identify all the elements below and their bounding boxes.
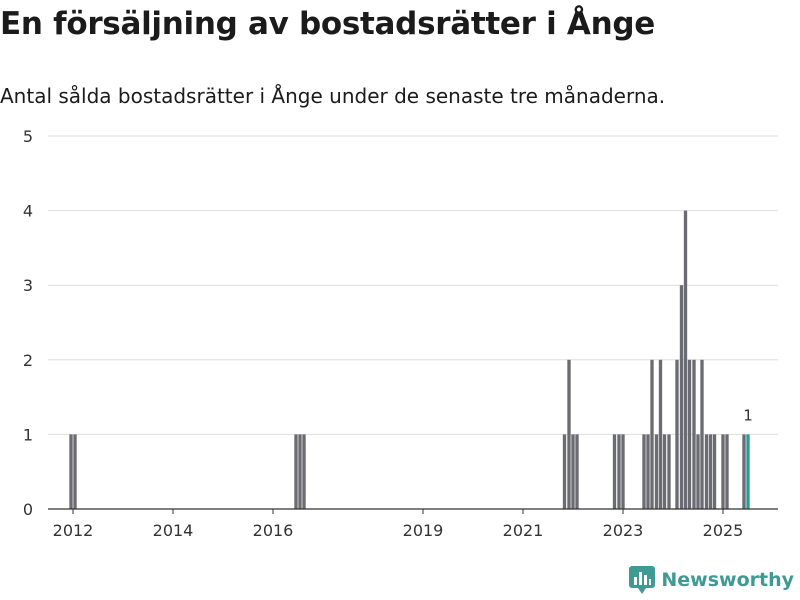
bar — [742, 434, 746, 509]
bar — [704, 434, 709, 509]
data-label: 1 — [743, 406, 753, 424]
bar — [294, 434, 298, 509]
bar — [675, 359, 679, 509]
bar — [712, 434, 717, 509]
bar — [298, 434, 302, 509]
y-tick-label: 3 — [23, 276, 33, 295]
y-tick-label: 2 — [23, 351, 33, 370]
bar — [679, 285, 684, 509]
y-tick-label: 1 — [23, 425, 33, 444]
bar — [692, 359, 696, 509]
bar — [708, 434, 713, 509]
bar — [683, 210, 688, 509]
x-tick-label: 2025 — [703, 521, 744, 540]
x-tick-label: 2021 — [503, 521, 544, 540]
bar — [650, 359, 654, 509]
bar — [696, 434, 700, 509]
x-tick-label: 2023 — [603, 521, 644, 540]
bar — [687, 359, 692, 509]
x-tick-label: 2016 — [253, 521, 294, 540]
bar-series — [69, 210, 750, 509]
y-axis: 0 1 2 3 4 5 — [23, 127, 33, 519]
bar — [658, 359, 663, 509]
newsworthy-logo-icon — [629, 566, 656, 594]
bar — [575, 434, 579, 509]
bar — [667, 434, 671, 509]
bar — [73, 434, 77, 509]
bar — [302, 434, 306, 509]
y-gridlines — [48, 135, 778, 435]
y-tick-label: 0 — [23, 500, 33, 519]
bar-highlighted — [746, 434, 750, 509]
chart-subtitle: Antal sålda bostadsrätter i Ånge under d… — [0, 84, 666, 108]
bar — [567, 359, 571, 509]
bar — [617, 434, 621, 509]
bar — [700, 359, 704, 509]
chart-title: En försäljning av bostadsrätter i Ånge — [0, 6, 655, 42]
bar — [571, 434, 575, 509]
bar — [646, 434, 650, 509]
x-axis: 2012 2014 2016 2019 2021 2023 2025 — [48, 508, 778, 540]
bar — [654, 434, 659, 509]
bar — [721, 434, 725, 509]
bar — [612, 434, 617, 509]
bar — [621, 434, 625, 509]
brand-logo: Newsworthy — [629, 566, 794, 594]
bar-chart: 0 1 2 3 4 5 2012 2014 2016 2019 2021 2023 2025 1 — [23, 127, 778, 540]
bar — [562, 434, 567, 509]
y-tick-label: 4 — [23, 202, 33, 221]
x-tick-label: 2012 — [53, 521, 94, 540]
bar — [725, 434, 729, 509]
bar — [69, 434, 73, 509]
x-tick-label: 2019 — [403, 521, 444, 540]
bar — [642, 434, 646, 509]
y-tick-label: 5 — [23, 127, 33, 146]
annotations: 1 — [743, 406, 753, 424]
brand-name: Newsworthy — [661, 569, 794, 591]
x-tick-label: 2014 — [153, 521, 194, 540]
bar — [662, 434, 667, 509]
